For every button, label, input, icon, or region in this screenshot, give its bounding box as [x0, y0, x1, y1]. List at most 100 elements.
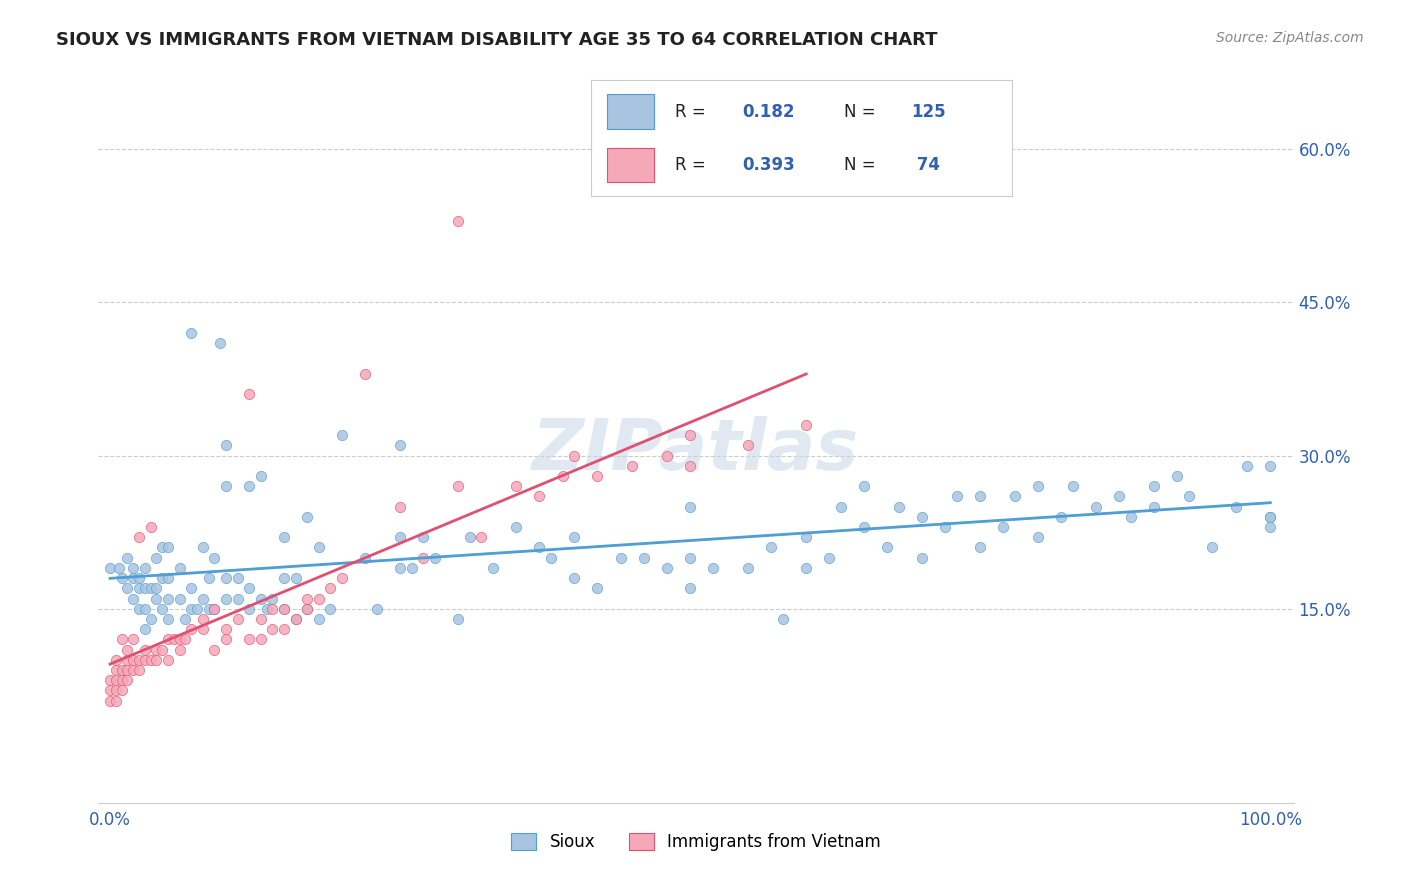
Point [679, 428, 702, 442]
Point [297, 509, 319, 524]
Point [157, 653, 180, 667]
Point [169, 591, 191, 606]
Point [794, 561, 817, 575]
Point [1026, 479, 1049, 493]
Point [273, 571, 295, 585]
Point [772, 612, 794, 626]
Point [389, 438, 412, 452]
Point [174, 632, 197, 647]
Point [150, 601, 173, 615]
Point [111, 632, 134, 647]
Point [128, 582, 150, 596]
Point [238, 632, 260, 647]
Point [1258, 509, 1281, 524]
Point [145, 642, 167, 657]
Point [655, 561, 678, 575]
Point [655, 449, 678, 463]
Point [145, 582, 167, 596]
Point [250, 632, 273, 647]
Point [226, 571, 249, 585]
Point [134, 622, 156, 636]
Point [215, 622, 238, 636]
Point [505, 479, 527, 493]
Point [1178, 490, 1201, 504]
Point [297, 591, 319, 606]
Point [150, 642, 173, 657]
Point [122, 571, 145, 585]
Point [197, 601, 219, 615]
Point [111, 683, 134, 698]
Point [169, 642, 191, 657]
Point [412, 530, 434, 544]
Point [551, 469, 574, 483]
Point [308, 541, 330, 555]
Point [122, 561, 145, 575]
Point [505, 520, 527, 534]
Point [529, 490, 551, 504]
Text: 0.182: 0.182 [742, 103, 794, 120]
Point [761, 541, 783, 555]
Point [702, 561, 724, 575]
Point [134, 582, 156, 596]
Text: Source: ZipAtlas.com: Source: ZipAtlas.com [1216, 31, 1364, 45]
Point [104, 653, 127, 667]
Text: ZIPatlas: ZIPatlas [533, 416, 859, 485]
Point [209, 336, 232, 351]
Point [122, 591, 145, 606]
Point [389, 561, 412, 575]
Point [273, 601, 295, 615]
Point [157, 571, 180, 585]
Point [423, 550, 446, 565]
Point [204, 550, 226, 565]
Point [969, 541, 991, 555]
Bar [607, 95, 654, 129]
Point [180, 326, 202, 340]
Point [104, 673, 127, 688]
Point [1004, 490, 1026, 504]
Text: 125: 125 [911, 103, 946, 120]
Point [262, 591, 284, 606]
Point [470, 530, 492, 544]
Point [145, 550, 167, 565]
Point [354, 550, 377, 565]
Point [122, 653, 145, 667]
Point [1201, 541, 1223, 555]
Point [1119, 509, 1142, 524]
Point [562, 449, 585, 463]
Point [174, 612, 197, 626]
Point [139, 520, 162, 534]
Point [139, 653, 162, 667]
Point [122, 663, 145, 677]
Point [226, 591, 249, 606]
Point [128, 530, 150, 544]
Point [169, 561, 191, 575]
Point [157, 612, 180, 626]
Point [250, 612, 273, 626]
Point [169, 632, 191, 647]
Point [145, 591, 167, 606]
Point [1026, 530, 1049, 544]
Point [215, 479, 238, 493]
Point [679, 458, 702, 473]
Point [139, 612, 162, 626]
Point [128, 653, 150, 667]
Point [157, 591, 180, 606]
Text: N =: N = [844, 103, 880, 120]
Point [180, 622, 202, 636]
Point [679, 500, 702, 514]
Point [853, 520, 876, 534]
Point [111, 571, 134, 585]
Point [128, 663, 150, 677]
Point [586, 469, 609, 483]
Point [412, 550, 434, 565]
Point [818, 550, 841, 565]
Point [1143, 479, 1166, 493]
Point [238, 387, 260, 401]
Point [330, 571, 353, 585]
Point [273, 622, 295, 636]
Point [794, 417, 817, 432]
Point [273, 601, 295, 615]
Point [1236, 458, 1258, 473]
Text: R =: R = [675, 156, 711, 174]
Point [134, 601, 156, 615]
